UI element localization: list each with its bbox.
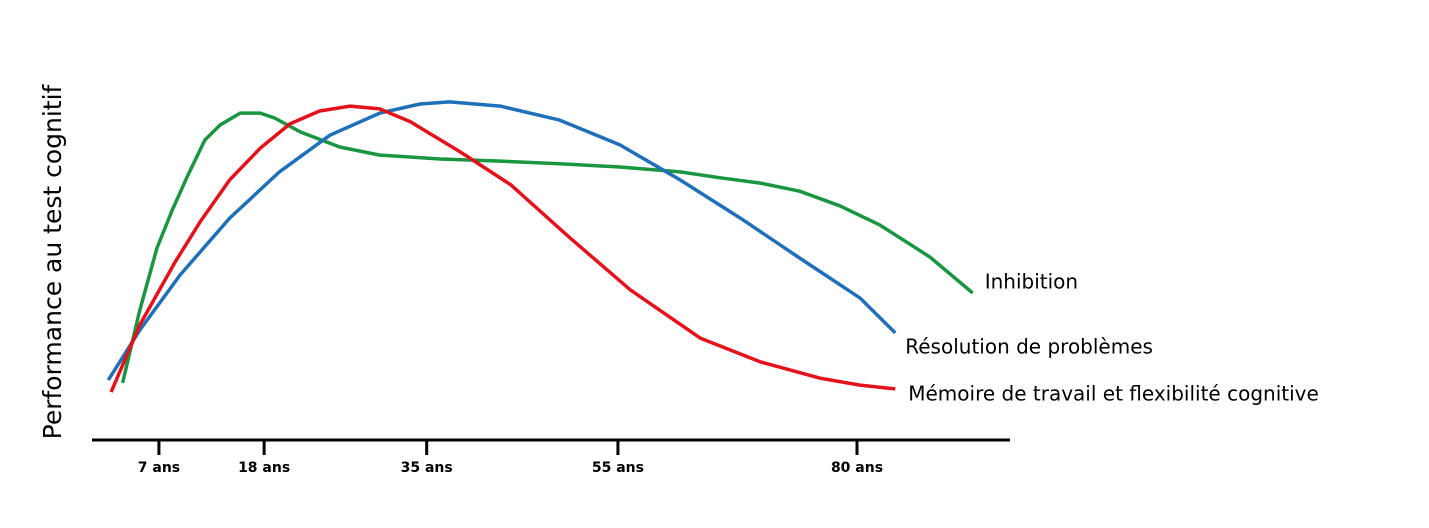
line-series (106, 100, 897, 382)
series-label: Résolution de problèmes (905, 334, 1153, 358)
x-tick-label: 80 ans (831, 460, 883, 476)
x-tick-label: 7 ans (138, 460, 180, 476)
series-label: Inhibition (985, 270, 1078, 294)
y-axis-label: Performance au test cognitif (38, 83, 67, 439)
line-series (120, 111, 974, 384)
line-series (109, 104, 896, 393)
x-tick-label: 18 ans (238, 460, 290, 476)
x-tick-label: 55 ans (592, 460, 644, 476)
x-tick-label: 35 ans (401, 460, 453, 476)
series-label: Mémoire de travail et flexibilité cognit… (908, 381, 1319, 405)
